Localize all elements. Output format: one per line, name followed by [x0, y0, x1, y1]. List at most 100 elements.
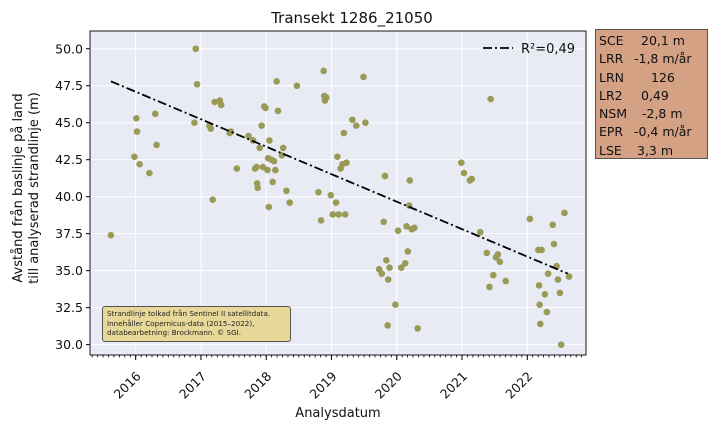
legend-label: R²=0,49 [521, 42, 575, 57]
data-point [317, 217, 325, 224]
data-point [329, 211, 337, 218]
data-point [483, 249, 491, 257]
y-tick-label: 45.0 [55, 115, 83, 130]
y-axis-label-line-1: Avstånd från baslinje på land [11, 93, 26, 282]
data-point [191, 119, 198, 127]
data-point [352, 122, 360, 129]
data-point [384, 276, 392, 283]
y-axis: 30.0 32.5 35.0 37.5 40.0 42.5 45.0 47.5 50.0 [55, 41, 90, 352]
y-axis-label: Avstånd från baslinje på land till analy… [11, 92, 42, 284]
data-point [386, 264, 393, 272]
data-source-note: Strandlinje tolkad från Sentinel II sate… [102, 306, 291, 342]
data-point [146, 169, 153, 177]
stats-value: -2,8 m [642, 106, 683, 122]
stats-value: 126 [651, 69, 675, 85]
chart-title: Transekt 1286_21050 [270, 9, 433, 28]
x-tick-label: 2017 [176, 369, 209, 402]
data-point [253, 163, 260, 171]
data-point [414, 325, 421, 332]
data-point [256, 144, 263, 152]
stats-value: -0,4 m/år [634, 124, 692, 140]
stats-row-lrn: LRN 126 [599, 69, 707, 87]
data-point [490, 271, 497, 279]
data-point [349, 116, 356, 124]
stats-row-nsm: NSM -2,8 m [599, 105, 707, 123]
data-point [217, 101, 225, 109]
stats-row-lse: LSE 3,3 m [599, 142, 707, 160]
stats-key: LRR [599, 51, 624, 67]
x-tick-label: 2022 [502, 369, 535, 402]
x-tick-label: 2020 [372, 368, 405, 401]
data-point [209, 196, 216, 203]
data-point [343, 159, 350, 166]
data-point [502, 277, 510, 285]
data-point [340, 129, 348, 137]
grid-lines [90, 31, 586, 355]
data-point [554, 276, 562, 283]
data-point [362, 119, 369, 127]
y-tick-label: 37.5 [55, 226, 83, 241]
y-axis-label-line-2: till analyserad strandlinje (m) [27, 92, 42, 284]
note-line: Strandlinje tolkad från Sentinel II sate… [107, 309, 271, 318]
data-point [496, 258, 504, 266]
data-point [411, 224, 418, 232]
data-point [561, 209, 568, 217]
data-point [378, 270, 386, 277]
y-tick-label: 40.0 [55, 189, 83, 204]
data-point [136, 160, 143, 168]
x-tick-label: 2019 [306, 368, 339, 401]
data-point [538, 246, 545, 254]
data-point [207, 125, 215, 132]
data-point [557, 341, 565, 348]
stats-key: LRN [599, 69, 624, 85]
y-tick-label: 35.0 [55, 263, 83, 278]
stats-key: LSE [599, 142, 622, 158]
note-line: databearbetning: Brockmann. © SGI. [107, 328, 242, 338]
data-point [543, 308, 551, 316]
data-points [107, 45, 573, 348]
data-point [335, 211, 342, 218]
data-point [394, 227, 402, 235]
data-point [133, 114, 140, 122]
data-point [270, 157, 278, 165]
data-point [458, 159, 465, 166]
data-point [279, 144, 287, 152]
data-point [322, 94, 330, 101]
data-point [487, 95, 495, 103]
data-point [565, 273, 573, 280]
stats-box: SCE 20,1 m LRR -1,8 m/år LRN 126 LR2 0,49 NS… [595, 29, 708, 159]
data-point [327, 191, 335, 199]
data-point [320, 67, 327, 75]
data-point [293, 82, 301, 90]
x-tick-label: 2018 [241, 368, 274, 401]
stats-value: 3,3 m [637, 142, 674, 158]
x-axis: 2016 2017 2018 2019 2020 2021 2022 [91, 355, 583, 402]
x-tick-label: 2021 [437, 369, 470, 402]
data-point [384, 322, 391, 329]
y-tick-label: 47.5 [55, 78, 83, 93]
data-point [380, 218, 387, 226]
data-point [107, 231, 115, 239]
data-point [193, 80, 201, 88]
data-point [382, 257, 390, 264]
data-point [274, 107, 282, 115]
data-point [406, 177, 414, 184]
stats-value: 0,49 [641, 87, 669, 103]
stats-row-sce: SCE 20,1 m [599, 32, 707, 50]
data-point [486, 283, 493, 291]
data-point [403, 222, 410, 230]
data-point [133, 128, 141, 135]
data-point [269, 178, 277, 186]
data-point [332, 199, 340, 206]
data-point [468, 175, 476, 183]
data-point [245, 132, 252, 140]
stats-value: 20,1 m [641, 33, 685, 48]
data-point [258, 122, 265, 129]
data-point [381, 172, 389, 180]
stats-key: LR2 [599, 87, 623, 103]
data-point [537, 320, 544, 328]
data-point [211, 98, 218, 106]
plot-area [90, 31, 586, 355]
data-point [360, 73, 367, 81]
stats-row-epr: EPR -0,4 m/år [599, 123, 707, 141]
